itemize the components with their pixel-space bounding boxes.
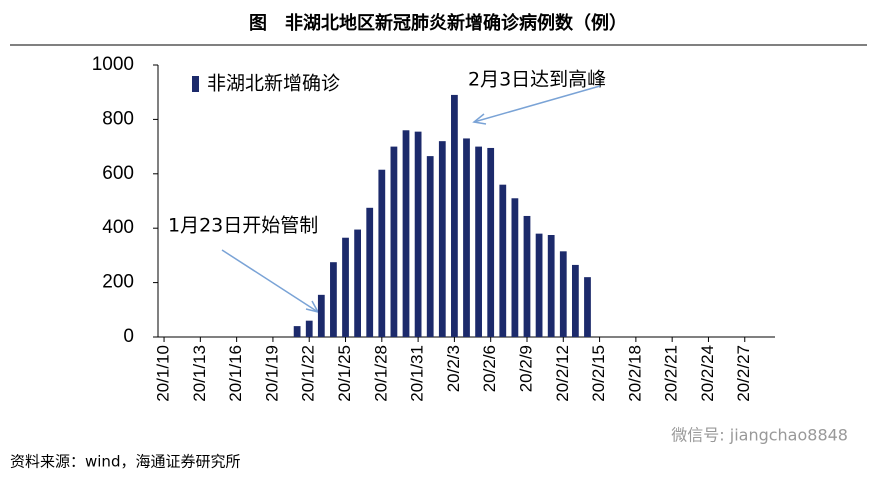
watermark: 微信号: jiangchao8848	[671, 426, 848, 445]
y-tick-label: 1000	[92, 54, 134, 75]
bar	[559, 251, 567, 337]
bar	[402, 130, 410, 337]
x-tick-label: 20/1/25	[335, 345, 354, 402]
bar	[451, 94, 458, 337]
bar	[463, 138, 470, 337]
bar	[499, 184, 507, 337]
x-tick-label: 20/1/13	[190, 345, 209, 402]
bar	[523, 215, 531, 337]
x-tick-label: 20/2/27	[734, 345, 753, 402]
x-tick-label: 20/2/12	[553, 345, 572, 402]
bar	[535, 233, 543, 337]
x-tick-label: 20/1/28	[371, 345, 390, 402]
x-tick-label: 20/2/18	[625, 345, 644, 402]
x-tick-label: 20/1/10	[154, 345, 173, 402]
x-tick-label: 20/2/9	[516, 345, 535, 392]
legend-swatch	[192, 76, 199, 92]
x-tick-label: 20/1/31	[408, 345, 427, 402]
x-tick-label: 20/2/3	[444, 345, 463, 392]
legend-label: 非湖北新增确诊	[207, 73, 340, 95]
y-tick-label: 0	[123, 326, 134, 347]
bar	[330, 262, 337, 337]
annotation: 2月3日达到高峰	[468, 69, 606, 91]
bar	[475, 146, 482, 337]
bar	[426, 156, 434, 337]
bar	[547, 235, 555, 337]
y-tick-label: 800	[102, 108, 134, 129]
bar	[378, 169, 386, 337]
y-tick-label: 600	[102, 163, 134, 184]
x-tick-label: 20/1/16	[226, 345, 245, 402]
bar	[390, 146, 398, 337]
bar	[571, 264, 579, 337]
x-tick-label: 20/1/22	[299, 345, 318, 402]
bar	[305, 320, 313, 337]
arrows	[221, 85, 601, 314]
x-tick-label: 20/2/6	[480, 345, 499, 392]
chart-title: 图 非湖北地区新冠肺炎新增确诊病例数（例）	[249, 12, 627, 34]
bar	[354, 229, 362, 337]
x-tick-label: 20/1/19	[262, 345, 281, 402]
y-tick-label: 400	[102, 217, 134, 238]
bar	[317, 294, 325, 337]
bar	[414, 131, 422, 337]
bar	[438, 141, 446, 337]
bar	[342, 237, 349, 337]
bar	[293, 326, 301, 337]
x-tick-label: 20/2/24	[698, 345, 717, 402]
annotation: 1月23日开始管制	[168, 215, 318, 237]
x-tick-label: 20/2/21	[662, 345, 681, 402]
bar	[511, 198, 519, 337]
source: 资料来源：wind，海通证券研究所	[10, 453, 240, 471]
bar	[584, 277, 591, 337]
bar	[366, 207, 374, 337]
y-tick-label: 200	[102, 272, 134, 293]
x-tick-label: 20/2/15	[589, 345, 608, 402]
bar	[487, 147, 495, 337]
